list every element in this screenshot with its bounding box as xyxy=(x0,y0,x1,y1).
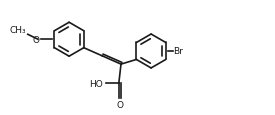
Text: O: O xyxy=(33,35,40,44)
Text: Br: Br xyxy=(173,47,183,56)
Text: HO: HO xyxy=(89,79,103,88)
Text: CH₃: CH₃ xyxy=(9,26,26,34)
Text: O: O xyxy=(117,100,124,109)
